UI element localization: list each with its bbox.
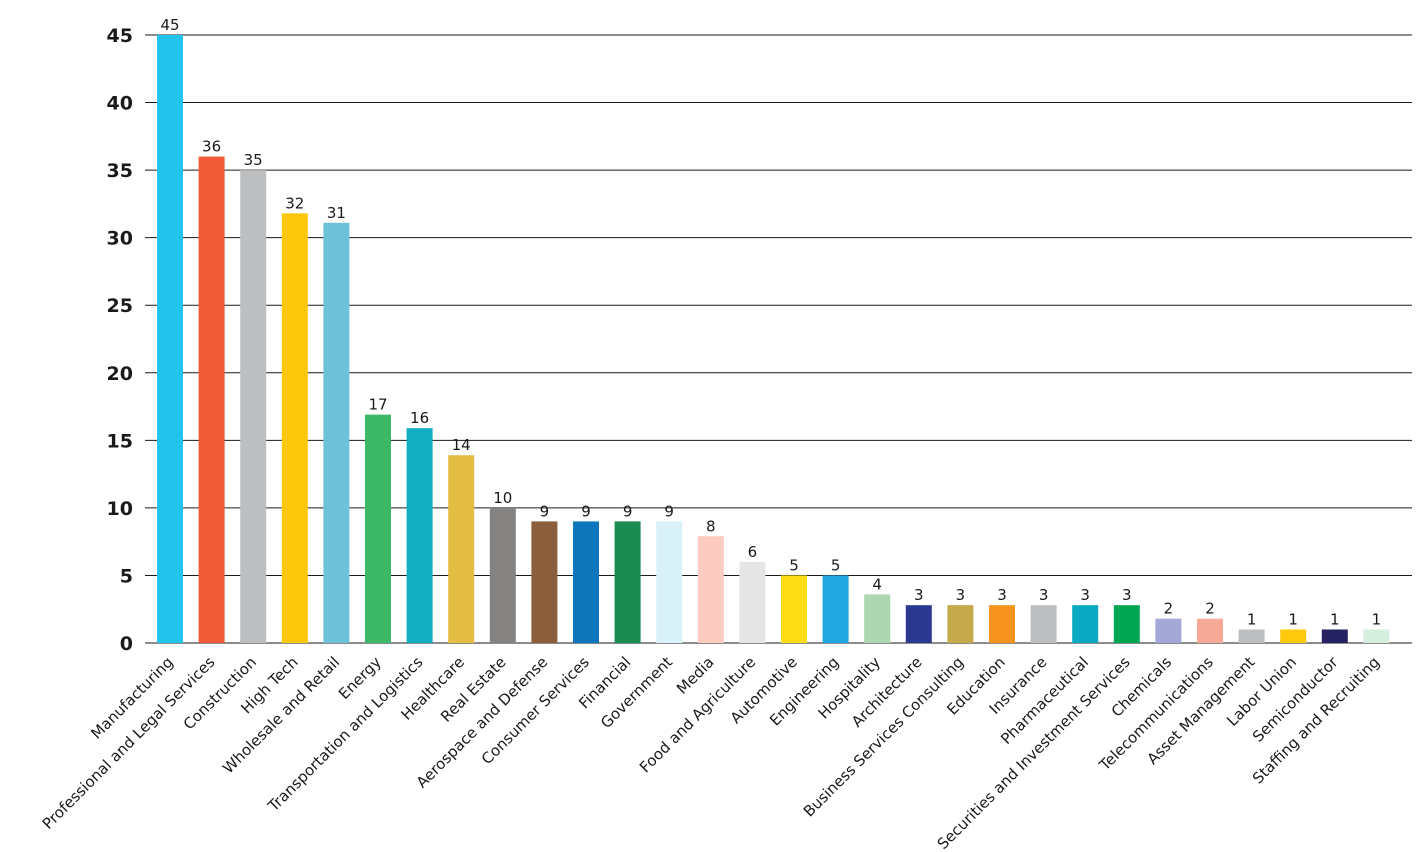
value-label: 3 (956, 586, 966, 604)
bars (157, 35, 1390, 643)
value-label: 1 (1288, 610, 1298, 628)
value-label: 45 (160, 16, 179, 34)
value-label: 6 (748, 543, 758, 561)
bar (489, 507, 516, 643)
value-label: 1 (1330, 610, 1340, 628)
value-label: 9 (540, 502, 550, 520)
value-label: 9 (623, 502, 633, 520)
bar (739, 561, 766, 643)
y-tick-label: 5 (120, 565, 133, 587)
bar (822, 575, 849, 643)
bar (240, 170, 267, 643)
bar (1155, 618, 1182, 643)
value-label: 32 (285, 194, 304, 212)
category-label: Professional and Legal Services (39, 653, 219, 833)
bar (1363, 629, 1390, 643)
y-tick-label: 45 (107, 25, 133, 47)
y-tick-label: 35 (107, 160, 133, 182)
bar (531, 521, 558, 643)
bar (989, 605, 1015, 643)
bar (448, 455, 475, 643)
y-axis-tick-labels: 0 5 10 15 20 25 30 35 40 45 (107, 25, 133, 655)
bar (1280, 629, 1307, 643)
bar (656, 521, 683, 643)
bar (281, 213, 308, 643)
y-tick-label: 0 (120, 633, 133, 655)
value-label: 10 (493, 489, 512, 507)
bar (1072, 605, 1099, 643)
value-label: 3 (1039, 586, 1049, 604)
y-tick-label: 25 (107, 295, 133, 317)
y-tick-label: 40 (107, 93, 133, 115)
value-label: 9 (581, 502, 591, 520)
bar (614, 521, 641, 643)
value-label: 1 (1372, 610, 1382, 628)
bar (781, 575, 807, 643)
y-tick-label: 20 (107, 363, 133, 385)
value-label: 9 (664, 502, 674, 520)
value-label: 4 (872, 575, 882, 593)
value-label: 35 (244, 151, 263, 169)
bar (1321, 629, 1348, 643)
bar (697, 536, 724, 643)
bar (1030, 605, 1057, 643)
value-label: 2 (1205, 600, 1215, 618)
value-label: 3 (914, 586, 924, 604)
value-label: 3 (1080, 586, 1090, 604)
bar (157, 35, 183, 643)
y-tick-label: 10 (107, 498, 133, 520)
bar (365, 414, 391, 643)
bar (905, 605, 932, 643)
value-label: 5 (831, 556, 841, 574)
value-label: 8 (706, 517, 716, 535)
bar (1238, 629, 1265, 643)
bar (573, 521, 599, 643)
value-label: 31 (327, 204, 346, 222)
bar (323, 222, 350, 643)
value-label: 3 (997, 586, 1007, 604)
value-label: 1 (1247, 610, 1257, 628)
value-label: 17 (368, 396, 387, 414)
value-label: 16 (410, 409, 429, 427)
bar (864, 594, 891, 643)
bar (1197, 618, 1223, 643)
bar (1113, 605, 1140, 643)
bar (947, 605, 974, 643)
value-label: 2 (1164, 600, 1174, 618)
value-label: 3 (1122, 586, 1132, 604)
y-tick-label: 15 (107, 430, 133, 452)
bar (406, 428, 433, 643)
y-tick-label: 30 (107, 228, 133, 250)
value-label: 36 (202, 138, 221, 156)
value-label: 5 (789, 556, 799, 574)
bar (198, 156, 225, 643)
value-label: 14 (452, 436, 471, 454)
gridlines (145, 34, 1412, 644)
